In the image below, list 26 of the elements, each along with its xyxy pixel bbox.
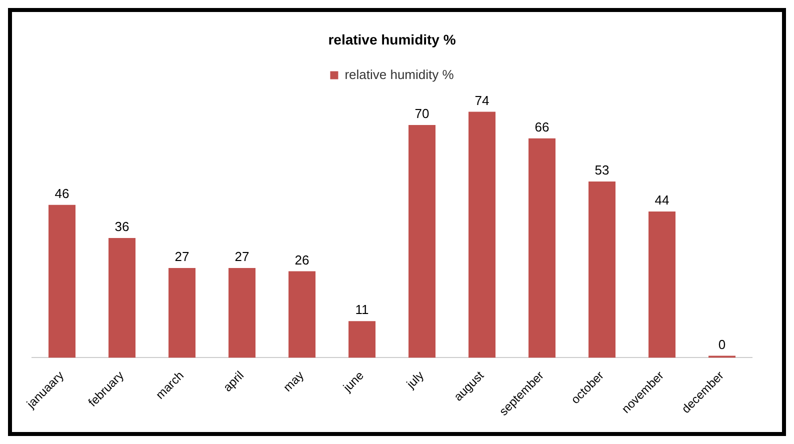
data-label: 11 [355, 302, 369, 318]
bar [348, 321, 376, 358]
bar [528, 138, 556, 358]
bar [468, 112, 496, 358]
bar [48, 204, 76, 358]
bar [588, 182, 616, 358]
data-label: 70 [414, 106, 430, 122]
data-label: 36 [114, 219, 130, 234]
data-label: 0 [718, 336, 726, 352]
data-label: 46 [54, 186, 70, 201]
bar [648, 211, 676, 358]
data-label: 27 [234, 249, 250, 264]
x-tick-label: may [280, 368, 306, 394]
x-tick-label: july [403, 368, 426, 392]
chart-title: relative humidity % [328, 31, 456, 48]
bar [288, 271, 316, 358]
bar [408, 125, 436, 358]
data-label: 53 [594, 162, 610, 178]
data-label: 26 [294, 252, 310, 268]
data-label: 74 [474, 92, 490, 108]
bar [108, 238, 136, 358]
bar [228, 268, 256, 358]
data-label: 66 [534, 119, 550, 134]
data-label: 44 [654, 192, 670, 208]
bar [168, 268, 196, 358]
data-label: 27 [174, 249, 190, 264]
